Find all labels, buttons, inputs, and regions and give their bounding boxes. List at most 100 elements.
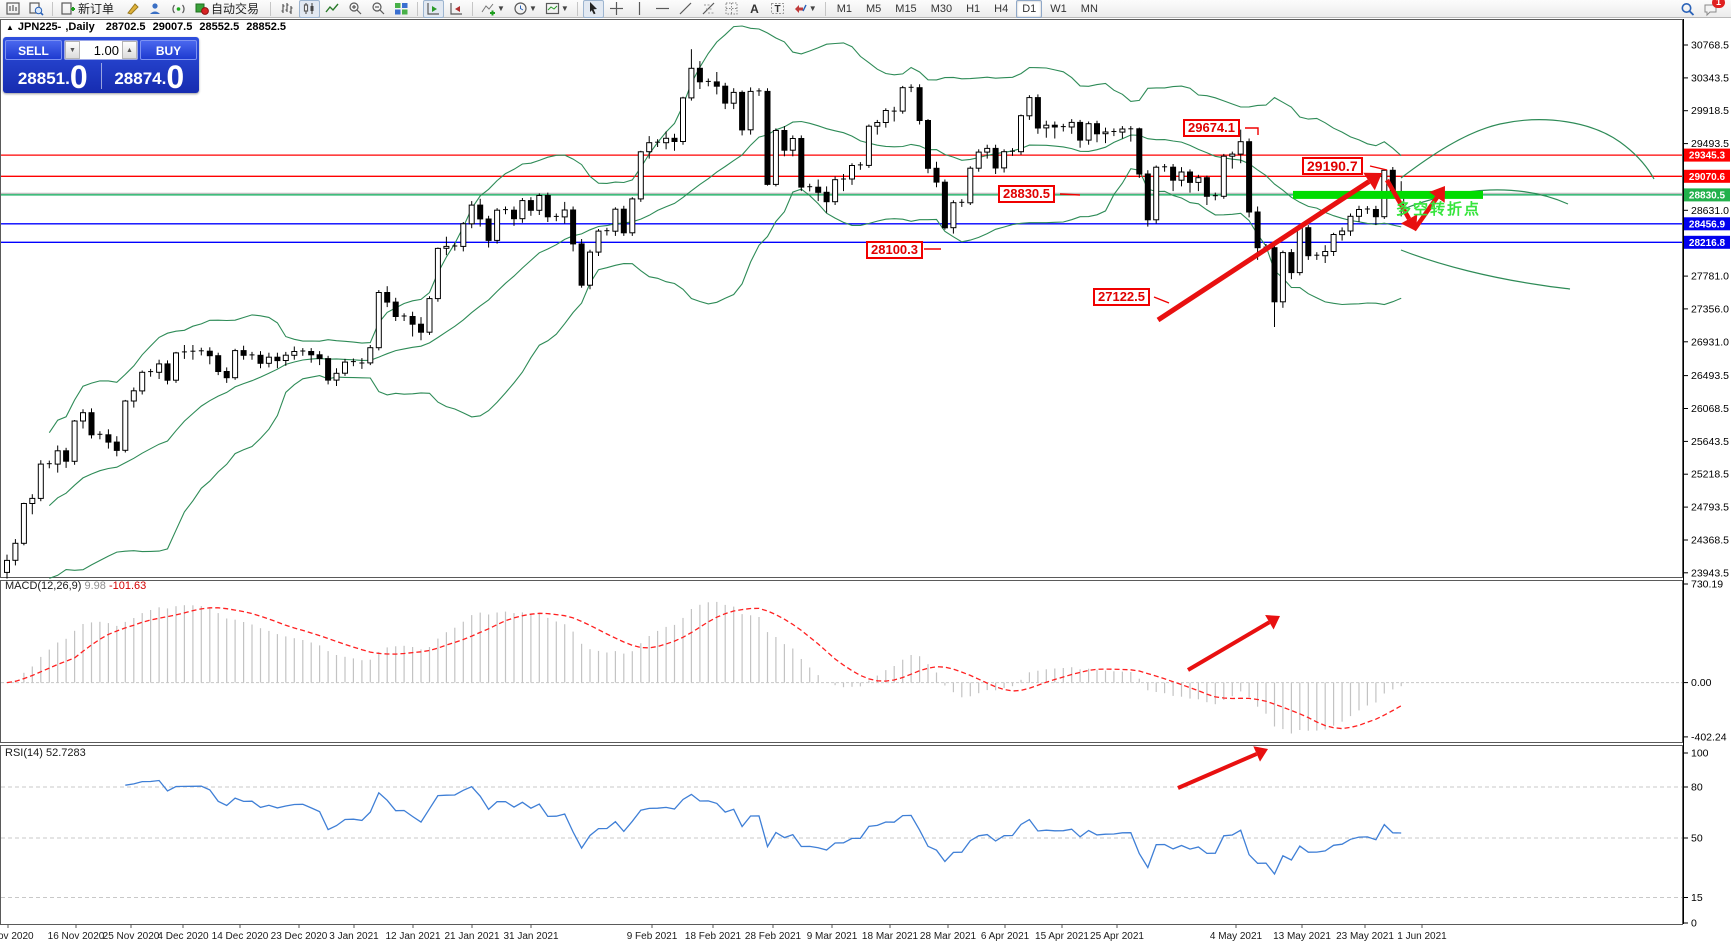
svg-text:29345.3: 29345.3: [1689, 151, 1726, 162]
svg-text:1 Jun 2021: 1 Jun 2021: [1397, 931, 1447, 942]
volume-field[interactable]: ▼ 1.00 ▲: [64, 40, 138, 60]
pivot-zone-highlight: [1293, 190, 1483, 199]
flag-connectors: [924, 127, 1388, 304]
chart-window-icon: [6, 1, 21, 16]
chart-window-button[interactable]: [3, 0, 24, 18]
svg-text:25218.5: 25218.5: [1691, 469, 1729, 481]
notifications-button[interactable]: 1: [1700, 0, 1725, 18]
timeframe-M15-button[interactable]: M15: [895, 2, 917, 15]
sell-button[interactable]: SELL: [5, 40, 62, 60]
svg-text:26493.5: 26493.5: [1691, 370, 1729, 382]
templates-button[interactable]: ▼: [542, 0, 572, 18]
bars-chart-icon: [279, 1, 294, 16]
pullback-arrow: [1385, 178, 1418, 231]
period-clock-button[interactable]: ▼: [510, 0, 540, 18]
signal-button[interactable]: [168, 0, 189, 18]
auto-scroll-button[interactable]: [446, 0, 467, 18]
volume-increase-button[interactable]: ▲: [122, 41, 137, 59]
crosshair-button[interactable]: [606, 0, 627, 18]
new-order-button[interactable]: 新订单: [58, 0, 120, 18]
quote-low: 28552.5: [199, 21, 240, 33]
svg-text:29493.5: 29493.5: [1691, 138, 1729, 150]
line-chart-button[interactable]: [322, 0, 343, 18]
svg-text:28 Feb 2021: 28 Feb 2021: [745, 931, 802, 942]
svg-text:26931.0: 26931.0: [1691, 336, 1729, 348]
market-watch-button[interactable]: [145, 0, 166, 18]
fibonacci-button[interactable]: [698, 0, 719, 18]
timeframe-W1-button[interactable]: W1: [1050, 2, 1067, 15]
tile-windows-button[interactable]: [391, 0, 412, 18]
buy-button[interactable]: BUY: [140, 40, 197, 60]
search-button[interactable]: [1677, 0, 1698, 18]
svg-text:26068.5: 26068.5: [1691, 403, 1729, 415]
bollinger-band: [49, 168, 1402, 579]
price-flag-28100.3: 28100.3: [866, 241, 923, 259]
svg-text:31 Jan 2021: 31 Jan 2021: [503, 931, 558, 942]
vertical-line-button[interactable]: [629, 0, 650, 18]
timeframe-M1-button[interactable]: M1: [836, 2, 852, 15]
svg-text:28216.8: 28216.8: [1689, 238, 1726, 249]
add-indicator-button[interactable]: ▼: [478, 0, 508, 18]
volume-decrease-button[interactable]: ▼: [65, 41, 80, 59]
autotrading-button[interactable]: 自动交易: [191, 0, 265, 18]
candles-chart-icon: [302, 1, 317, 16]
timeframe-H1-button[interactable]: H1: [966, 2, 981, 15]
timeframe-D1-button[interactable]: D1: [1016, 0, 1043, 18]
auto-scroll-icon: [449, 1, 464, 16]
chevron-down-icon[interactable]: ▼: [528, 4, 537, 13]
chevron-down-icon[interactable]: ▼: [808, 4, 817, 13]
svg-text:28631.0: 28631.0: [1691, 205, 1729, 217]
grid-button[interactable]: [721, 0, 742, 18]
svg-text:4 Dec 2020: 4 Dec 2020: [157, 931, 209, 942]
chevron-down-icon[interactable]: ▼: [497, 4, 505, 13]
timeframe-M5-button[interactable]: M5: [866, 2, 882, 15]
line-chart-icon: [325, 1, 340, 16]
text-label-button[interactable]: T: [767, 0, 788, 18]
toolbar-separator: [824, 1, 826, 16]
timeframe-H4-button[interactable]: H4: [994, 2, 1009, 15]
panel-collapse-icon[interactable]: ▲: [6, 23, 14, 32]
svg-text:16 Nov 2020: 16 Nov 2020: [48, 931, 105, 942]
zoom-out-button[interactable]: [368, 0, 389, 18]
svg-text:27356.0: 27356.0: [1691, 303, 1729, 315]
svg-text:6 Apr 2021: 6 Apr 2021: [981, 931, 1030, 942]
text-label-icon: T: [770, 1, 785, 16]
sell-price[interactable]: 28851. 0: [17, 59, 88, 95]
volume-value[interactable]: 1.00: [93, 42, 119, 58]
chart-shift-button[interactable]: [423, 0, 445, 18]
svg-text:18 Mar 2021: 18 Mar 2021: [862, 931, 919, 942]
cursor-button[interactable]: [582, 0, 604, 18]
trend-line-button[interactable]: [675, 0, 696, 18]
preview-button[interactable]: [26, 0, 47, 18]
price-flag-27122.5: 27122.5: [1093, 288, 1150, 306]
svg-text:28456.9: 28456.9: [1689, 219, 1726, 230]
crayon-button[interactable]: [122, 0, 143, 18]
candles-chart-button[interactable]: [299, 0, 321, 18]
zoom-in-button[interactable]: [345, 0, 366, 18]
buy-price[interactable]: 28874. 0: [114, 59, 185, 95]
chevron-down-icon[interactable]: ▼: [560, 4, 569, 13]
timeframe-M30-button[interactable]: M30: [930, 2, 953, 15]
macd-signal-line: [6, 607, 1402, 730]
svg-text:0: 0: [1691, 918, 1697, 930]
pivot-point-annotation: 多空转折点: [1396, 201, 1482, 218]
text-a-button[interactable]: A: [744, 0, 765, 18]
timeframe-MN-button[interactable]: MN: [1080, 2, 1098, 15]
svg-text:29070.6: 29070.6: [1689, 172, 1726, 183]
bars-chart-button[interactable]: [276, 0, 297, 18]
svg-text:23 May 2021: 23 May 2021: [1336, 931, 1394, 942]
price-flag-29190.7: 29190.7: [1302, 157, 1363, 175]
bollinger-band: [48, 120, 1402, 507]
chart-window: 30768.5 30343.5 29918.5 29493.5 28631.0 27781…: [0, 18, 1731, 942]
svg-text:12 Jan 2021: 12 Jan 2021: [385, 931, 440, 942]
macd-indicator-label: MACD(12,26,9) 9.98 -101.63: [5, 580, 147, 592]
price-chart-canvas[interactable]: 30768.5 30343.5 29918.5 29493.5 28631.0 27781…: [0, 18, 1731, 942]
bounce-arrow: [1412, 186, 1445, 232]
shapes-button[interactable]: ▼: [790, 0, 820, 18]
toolbar-separator: [270, 1, 272, 16]
horizontal-line-button[interactable]: [652, 0, 673, 18]
svg-text:9 Mar 2021: 9 Mar 2021: [807, 931, 858, 942]
svg-text:29918.5: 29918.5: [1691, 105, 1729, 117]
